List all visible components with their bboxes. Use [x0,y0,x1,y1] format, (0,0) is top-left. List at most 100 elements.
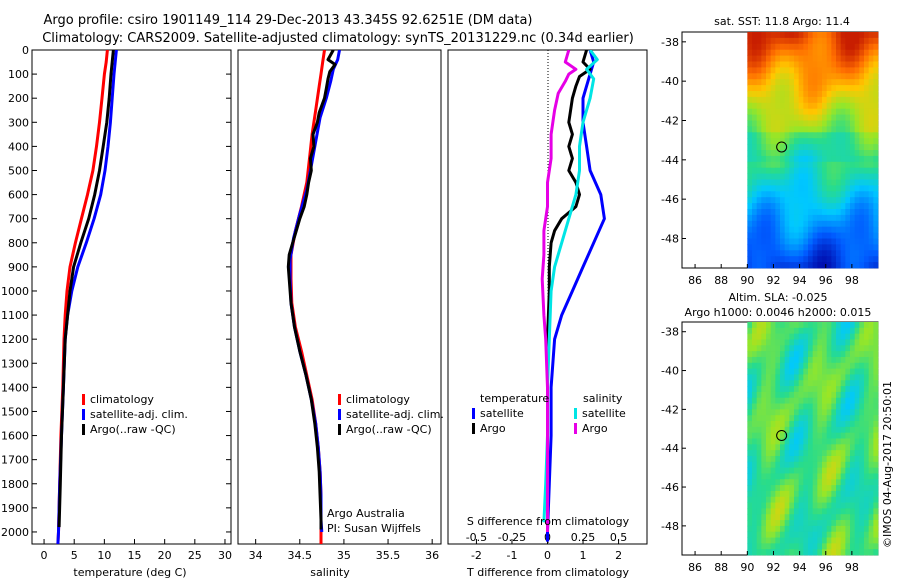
map-cell [831,49,837,56]
map-cell [761,397,767,404]
map-cell [826,333,832,340]
map-cell [752,438,758,445]
map-cell [812,173,818,180]
map-cell [789,61,795,68]
map-cell [747,356,753,364]
map-cell [798,173,804,180]
map-cell [850,61,856,68]
map-cell [789,179,795,186]
map-cell [747,114,753,121]
map-cell [808,409,814,416]
map-cell [747,232,753,239]
map-cell [873,531,879,538]
map-cell [868,167,874,174]
map-cell [775,502,781,509]
map-cell [836,85,842,92]
map-cell [770,203,776,210]
map-cell [794,96,800,104]
map-cell [803,432,809,439]
map-cell [780,543,786,550]
map-cell [775,238,781,245]
map-cell [826,473,832,480]
map-cell [864,238,870,245]
map-cell [803,108,809,115]
map-cell [850,549,856,556]
map-cell [864,514,870,521]
map-cell [826,356,832,364]
map-cell [850,150,856,157]
map-cell [775,426,781,434]
map-cell [873,450,879,457]
map-cell [826,537,832,544]
map-cell [752,96,758,104]
map-cell [780,473,786,480]
map-cell [770,409,776,416]
map-cell [831,144,837,151]
map-cell [840,173,846,180]
map-cell [836,362,842,369]
map-cell [854,415,860,422]
map-cell [761,444,767,451]
map-cell [784,173,790,180]
map-cell [798,374,804,381]
map-cell [831,73,837,80]
map-cell [868,444,874,451]
map-cell [747,67,753,74]
map-cell [752,173,758,180]
map-cell [812,49,818,56]
map-cell [864,96,870,104]
map-cell [840,214,846,222]
map-cell [873,197,879,204]
map-cell [845,61,851,68]
map-cell [803,333,809,340]
map-cell [854,485,860,492]
map-x-tick-label: 98 [845,274,859,287]
map-cell [868,191,874,198]
map-cell [845,467,851,474]
map-cell [836,520,842,527]
map-cell [780,403,786,410]
map-cell [747,61,753,68]
map-cell [756,155,762,163]
map-cell [845,386,851,393]
map-x-tick-label: 90 [740,561,754,574]
y-tick-label: 900 [8,261,29,274]
map-cell [794,32,800,39]
map-cell [780,144,786,151]
map-cell [775,479,781,486]
map-cell [780,250,786,257]
map-cell [752,150,758,157]
map-cell [784,531,790,538]
map-cell [868,339,874,346]
map-cell [850,114,856,121]
map-cell [761,73,767,80]
map-cell [854,220,860,228]
map-cell [831,490,837,498]
map-cell [756,120,762,127]
map-cell [817,244,823,251]
map-cell [784,327,790,335]
map-cell [831,232,837,239]
map-cell [780,185,786,192]
map-cell [817,333,823,340]
map-cell [808,432,814,439]
map-cell [840,496,846,503]
map-cell [756,356,762,364]
map-cell [822,444,828,451]
map-cell [808,403,814,410]
map-cell [864,108,870,115]
map-cell [756,250,762,257]
map-cell [826,114,832,121]
map-cell [747,362,753,369]
map-cell [775,43,781,51]
map-cell [766,450,772,457]
map-cell [756,368,762,375]
map-cell [826,438,832,445]
map-cell [756,362,762,369]
map-cell [770,415,776,422]
map-cell [831,173,837,180]
map-cell [798,67,804,74]
map-cell [868,61,874,68]
sla-heatmap-cells [747,322,879,556]
map-cell [761,508,767,515]
